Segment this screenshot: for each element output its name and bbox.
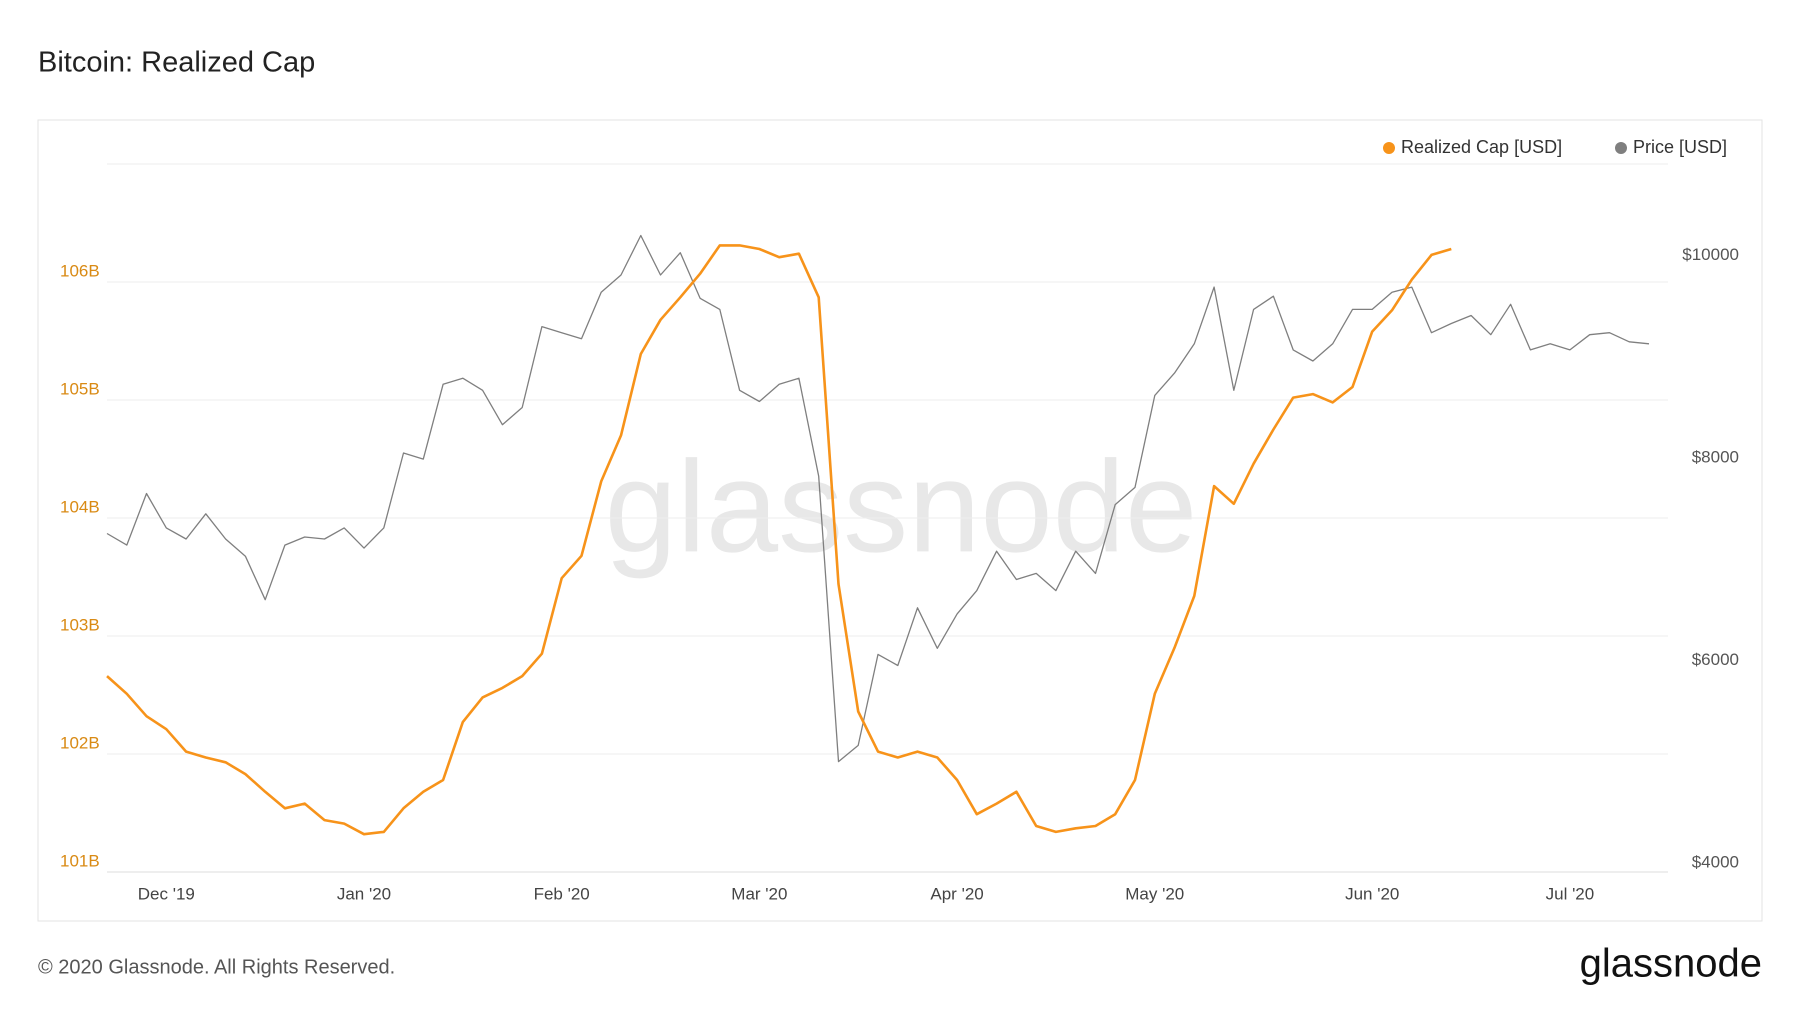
y2-tick-label: $6000 bbox=[1692, 650, 1739, 669]
x-tick-label: May '20 bbox=[1125, 884, 1184, 903]
y-tick-label: 104B bbox=[60, 497, 100, 516]
legend-label: Price [USD] bbox=[1633, 137, 1727, 157]
y2-tick-label: $10000 bbox=[1682, 245, 1739, 264]
series-line bbox=[106, 234, 1650, 763]
y2-tick-label: $4000 bbox=[1692, 852, 1739, 871]
watermark: glassnode bbox=[605, 433, 1198, 579]
x-tick-label: Jun '20 bbox=[1345, 884, 1399, 903]
legend-marker bbox=[1383, 142, 1395, 154]
x-tick-label: Feb '20 bbox=[534, 884, 590, 903]
series-line bbox=[106, 244, 1452, 836]
panel bbox=[37, 119, 1763, 922]
chart-title: Bitcoin: Realized Cap bbox=[38, 47, 315, 79]
x-tick-label: Apr '20 bbox=[930, 884, 983, 903]
legend-label: Realized Cap [USD] bbox=[1401, 137, 1562, 157]
x-tick-label: Jan '20 bbox=[337, 884, 391, 903]
y-tick-label: 101B bbox=[60, 851, 100, 870]
copyright: © 2020 Glassnode. All Rights Reserved. bbox=[38, 956, 395, 978]
legend-marker bbox=[1615, 142, 1627, 154]
logo: glassnode bbox=[1580, 942, 1762, 986]
x-tick-label: Dec '19 bbox=[138, 884, 195, 903]
y-tick-label: 102B bbox=[60, 733, 100, 752]
x-tick-label: Jul '20 bbox=[1546, 884, 1595, 903]
x-tick-label: Mar '20 bbox=[731, 884, 787, 903]
y-tick-label: 105B bbox=[60, 379, 100, 398]
y-tick-label: 106B bbox=[60, 261, 100, 280]
y2-tick-label: $8000 bbox=[1692, 448, 1739, 467]
y-tick-label: 103B bbox=[60, 615, 100, 634]
